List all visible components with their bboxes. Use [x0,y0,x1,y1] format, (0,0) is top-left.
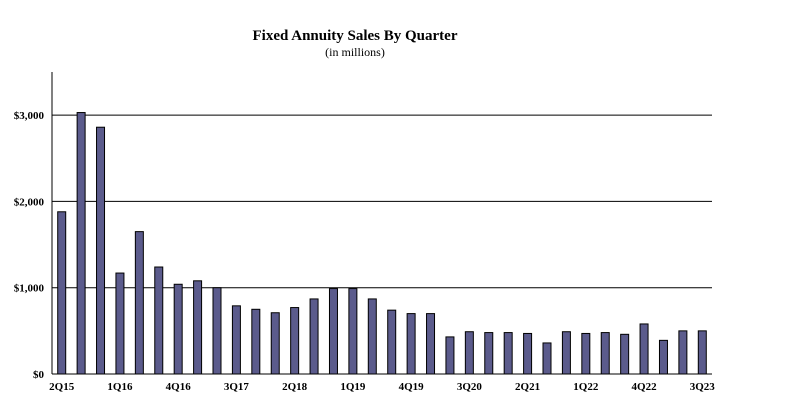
bar-2Q17 [212,287,222,375]
x-tick-label: 4Q19 [399,381,425,393]
bar-2Q18 [290,307,300,375]
y-tick-label: $2,000 [14,196,45,208]
gridlines [52,114,712,289]
bar-2Q21 [523,332,533,375]
bar-1Q20 [426,313,436,375]
y-axis-tick-labels: $0 $1,000 $2,000 $3,000 [14,110,45,381]
x-tick-label: 2Q15 [49,381,75,393]
bar-1Q22 [581,332,591,375]
chart-title: Fixed Annuity Sales By Quarter [252,28,457,44]
bar-3Q23 [697,330,707,375]
bar-2Q23 [678,330,688,375]
y-tick-label: $3,000 [14,110,45,122]
y-tick-label: $1,000 [14,283,45,295]
bar-1Q18 [270,312,280,375]
bar-3Q16 [154,266,164,375]
bar-4Q19 [406,313,416,375]
bar-3Q20 [464,331,474,375]
bar-4Q18 [328,288,338,375]
x-tick-label: 3Q23 [690,381,716,393]
bar-2Q15 [57,211,67,375]
bar-4Q22 [639,323,649,375]
bars [57,112,707,375]
bar-3Q15 [76,112,86,375]
bar-1Q23 [658,339,668,375]
bar-1Q16 [115,272,125,375]
bar-3Q18 [309,298,319,375]
x-axis-tick-labels: 2Q15 1Q16 4Q16 3Q17 2Q18 1Q19 4Q19 3Q20 2Q21 1Q22… [49,381,715,393]
bar-4Q16 [173,283,183,375]
bar-3Q19 [387,309,397,375]
bar-2Q16 [134,231,144,375]
bar-1Q21 [503,332,513,375]
x-tick-label: 2Q21 [515,381,540,393]
bar-4Q15 [96,126,106,375]
bar-2Q22 [600,332,610,375]
bar-1Q17 [193,280,203,375]
bar-3Q22 [620,333,630,375]
bar-1Q19 [348,288,358,375]
x-tick-label: 4Q22 [632,381,658,393]
bar-4Q20 [484,332,494,375]
x-tick-label: 4Q16 [166,381,192,393]
bar-2Q20 [445,336,455,375]
bar-3Q21 [542,342,552,375]
x-tick-label: 1Q16 [107,381,133,393]
bar-3Q17 [231,305,241,375]
x-tick-label: 3Q17 [224,381,250,393]
x-tick-label: 1Q19 [340,381,366,393]
bar-2Q19 [367,298,377,375]
y-tick-label: $0 [33,369,45,381]
bar-4Q21 [561,331,571,375]
x-tick-label: 2Q18 [282,381,308,393]
x-tick-label: 1Q22 [573,381,599,393]
chart-subtitle: (in millions) [325,45,385,59]
bar-4Q17 [251,308,261,375]
x-tick-label: 3Q20 [457,381,483,393]
